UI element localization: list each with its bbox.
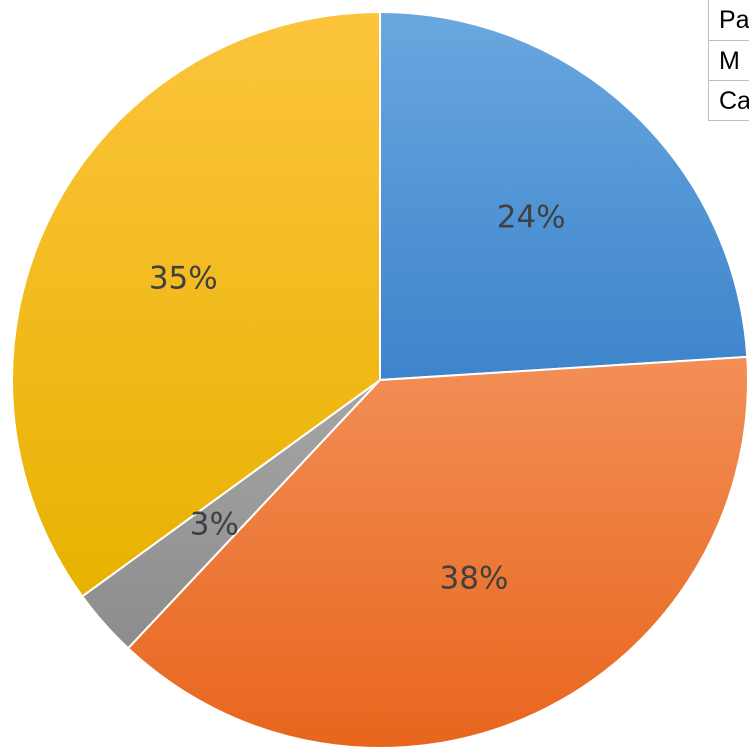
pie-data-label-1: 24%	[497, 200, 566, 236]
pie-slice-2	[127, 355, 749, 749]
pie-data-label-3: 3%	[190, 507, 239, 543]
pie-slice-1	[379, 11, 749, 381]
table-row-2: M	[709, 40, 749, 80]
table-row-1: Pa	[719, 6, 749, 34]
pie-data-labels: 24% 38% 3% 35%	[149, 200, 566, 597]
pie-data-label-2: 38%	[440, 560, 509, 596]
pie-data-label-4: 35%	[149, 260, 218, 296]
pie-slice-4	[11, 11, 381, 598]
data-table-fragment: Pa M Ca	[708, 0, 749, 121]
pie-slices	[11, 11, 749, 749]
table-row-3: Ca	[709, 80, 749, 120]
